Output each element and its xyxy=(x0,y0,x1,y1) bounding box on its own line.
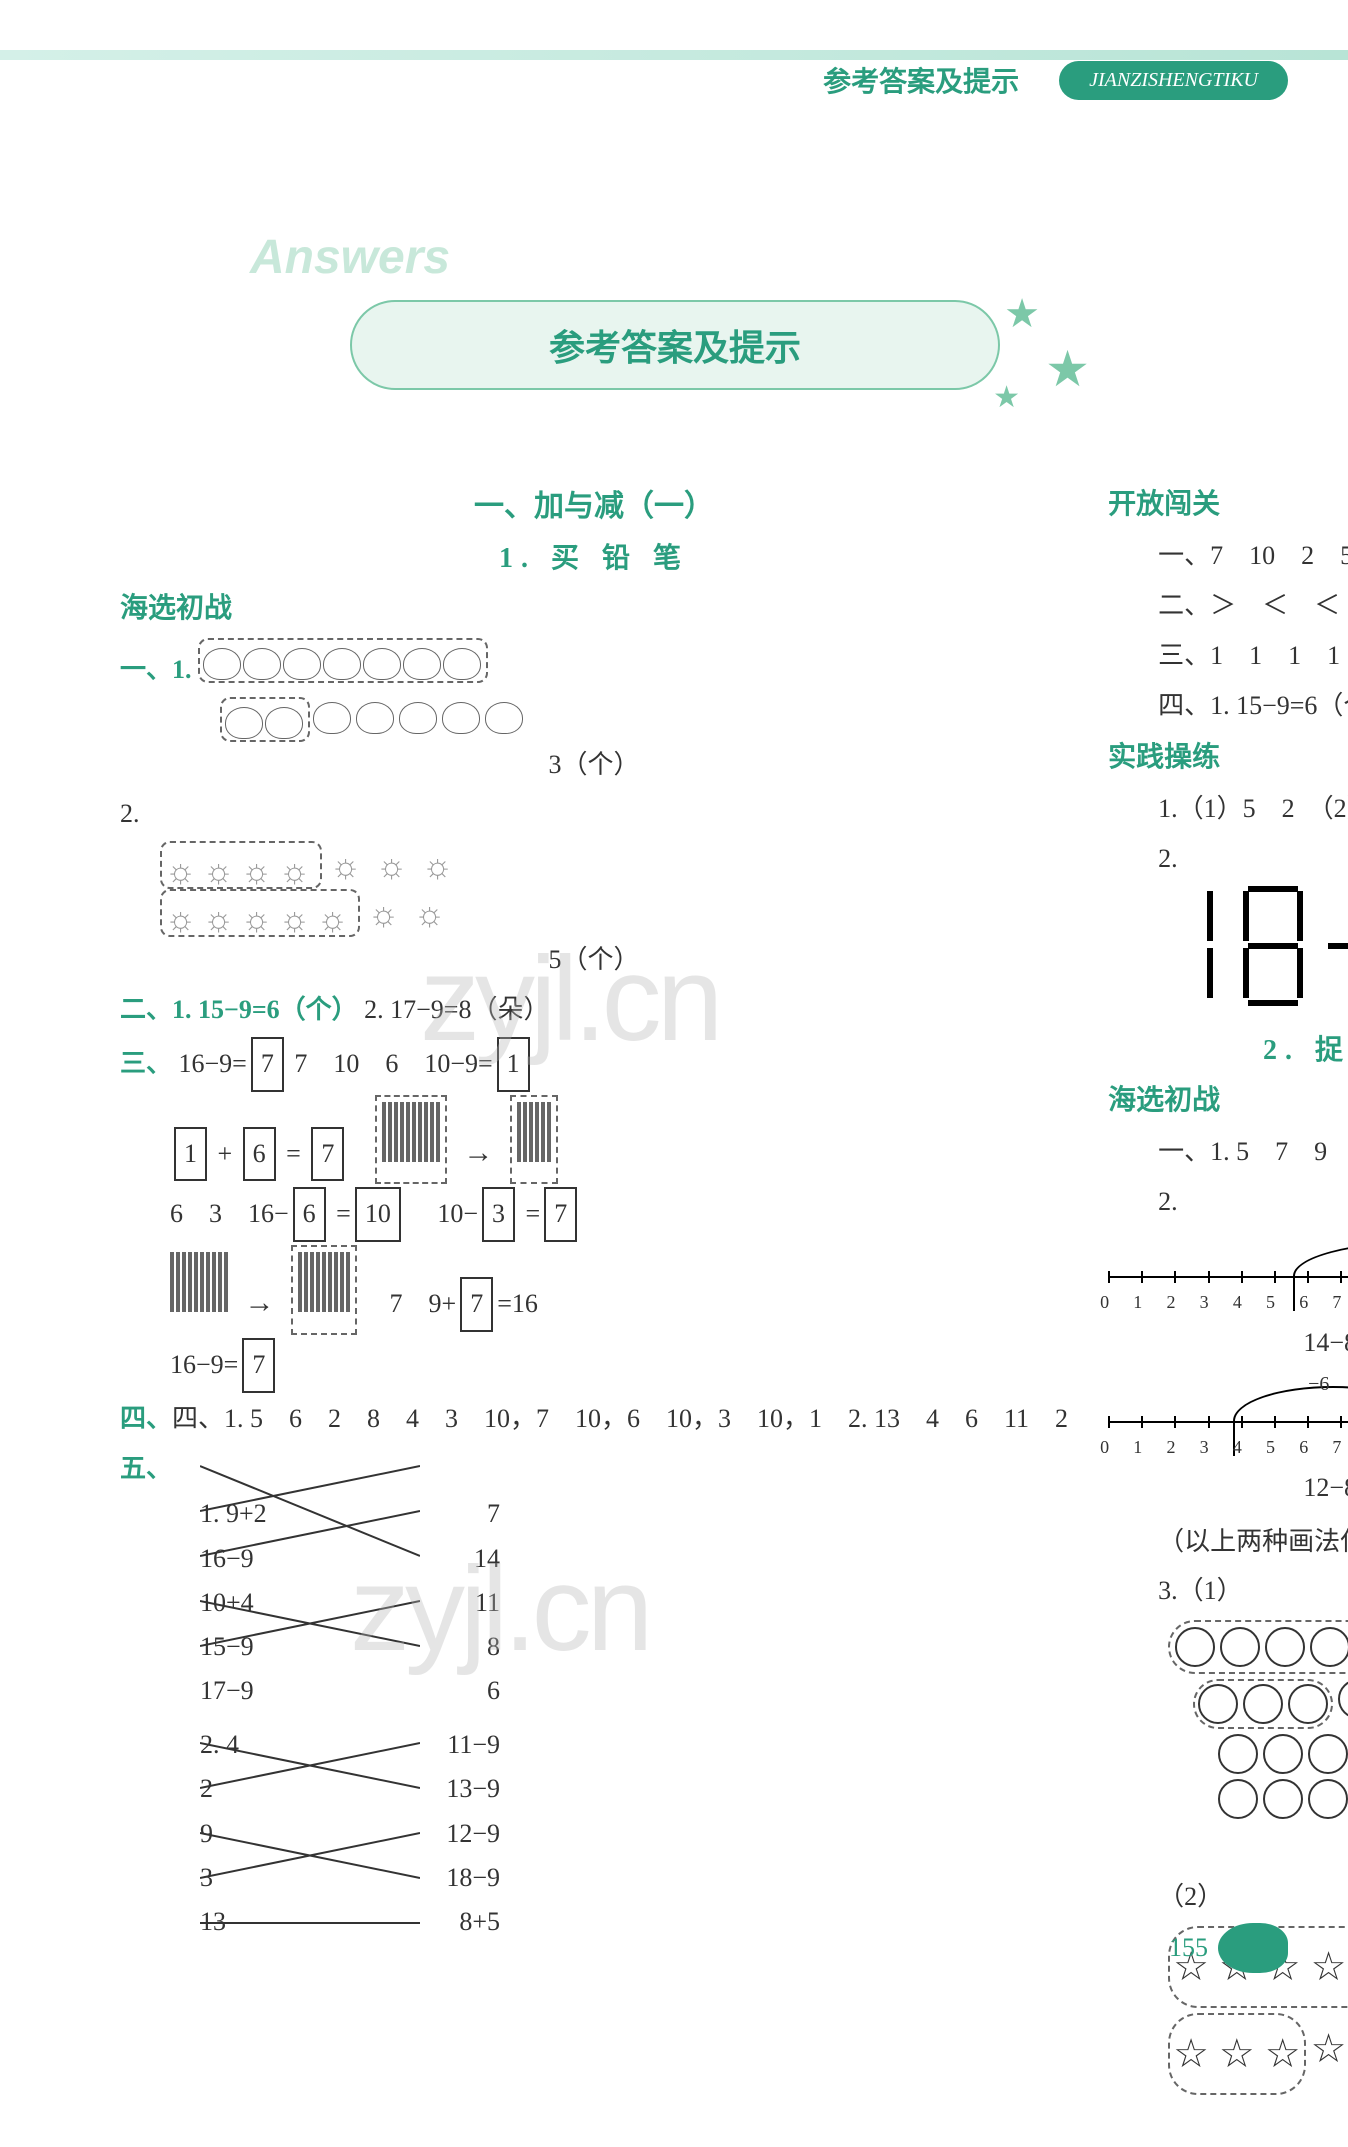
minus-sign xyxy=(1328,943,1348,949)
r2: 二、＞ ＜ ＜ ＞ ＜ ＝ xyxy=(1158,583,1348,630)
nl-note: （以上两种画法任意一种即可） xyxy=(1158,1519,1348,1566)
star-icon: ★ xyxy=(1004,290,1040,337)
h3-2ans: 3 xyxy=(1108,2100,1348,2147)
topic2: 2. 捉 迷 藏 xyxy=(1108,1026,1348,1076)
right-column: 开放闯关 一、7 10 2 5 3 9 6 4 二、＞ ＜ ＜ ＞ ＜ ＝ 三、… xyxy=(1108,480,1348,2147)
section-haixuan2: 海选初战 xyxy=(1108,1076,1348,1126)
r3: 三、1 1 1 1 1 1 xyxy=(1158,633,1348,680)
header-badge: JIANZISHENGTIKU xyxy=(1059,61,1288,100)
nl1-eq: 14−8=6 xyxy=(1108,1316,1348,1371)
nl2-eq: 12−8=4 xyxy=(1108,1461,1348,1516)
q21: 二、1. 15−9=6（个） xyxy=(120,995,358,1024)
peach-group xyxy=(198,638,488,683)
q2-line: 二、1. 15−9=6（个） 2. 17−9=8（朵） xyxy=(120,987,1068,1034)
q2-label: 2. xyxy=(120,799,140,828)
q3-5: 16−9=7 xyxy=(170,1338,1068,1393)
sun-row1 xyxy=(160,841,1068,889)
star-icon: ★ xyxy=(1045,340,1090,398)
topic-title: 1. 买 铅 笔 xyxy=(120,534,1068,584)
s2: 2. xyxy=(1158,836,1348,883)
q3-3: 6 3 16−6 =10 10−3 =7 xyxy=(170,1187,1068,1242)
r4: 四、1. 15−9=6（个） 2. 18−9=9（人） xyxy=(1158,683,1348,730)
q2: 2. xyxy=(120,791,1068,838)
q1: 一、1. xyxy=(120,638,1068,694)
q5-match2: 2. 411−9 213−9 912−9 318−9 138+5 xyxy=(120,1723,1068,1944)
q1-answer: 3（个） xyxy=(120,742,1068,789)
number-line-2: −6 −2 0123456789101112131415 xyxy=(1108,1381,1348,1451)
chapter-title: 一、加与减（一） xyxy=(120,480,1068,534)
circles-1 xyxy=(1168,1620,1348,1819)
h2: 2. xyxy=(1158,1179,1348,1226)
h3-2: （2） xyxy=(1158,1874,1348,1921)
r1: 一、7 10 2 5 3 9 6 4 xyxy=(1158,533,1348,580)
h3: 3.（1） xyxy=(1158,1568,1348,1615)
page-number: 155 xyxy=(1169,1933,1208,1963)
answers-english: Answers xyxy=(250,230,450,285)
left-column: 一、加与减（一） 1. 买 铅 笔 海选初战 一、1. 3（个） 2. 5（个） xyxy=(120,480,1068,2147)
sun-row2 xyxy=(160,889,1068,937)
section-shijian: 实践操练 xyxy=(1108,733,1348,783)
q5-match1: 五、 1. 9+27 16−914 10+411 15−98 17−96 xyxy=(120,1446,1068,1714)
star-icon: ★ xyxy=(993,380,1020,415)
content-area: 一、加与减（一） 1. 买 铅 笔 海选初战 一、1. 3（个） 2. 5（个） xyxy=(120,480,1228,2147)
digit-1 xyxy=(1148,886,1218,1006)
s1: 1.（1）5 2 （2）16 6 xyxy=(1158,786,1348,833)
title-banner: Answers 参考答案及提示 ★ ★ ★ xyxy=(250,270,1100,400)
peach-row2 xyxy=(220,697,1068,742)
number-line-1: −8 0123456789101112131415 xyxy=(1108,1236,1348,1306)
h3-ans: 7 xyxy=(1108,1824,1348,1871)
q1-label: 一、1. xyxy=(120,655,192,684)
digit-8 xyxy=(1238,886,1308,1006)
matchstick-equation xyxy=(1148,886,1348,1006)
q3-sticks1: 1 + 6 = 7 → xyxy=(170,1095,1068,1185)
q3-sticks2: → 7 9+7=16 xyxy=(170,1245,1068,1335)
banner-title: 参考答案及提示 xyxy=(549,319,801,371)
q4: 四、四、1. 5 6 2 8 4 3 10，7 10，6 10，3 10，1 2… xyxy=(120,1396,1068,1443)
section-haixuan: 海选初战 xyxy=(120,584,1068,634)
banner-cloud: 参考答案及提示 xyxy=(350,300,1000,390)
q22: 2. 17−9=8（朵） xyxy=(364,995,549,1024)
q3-1: 三、 16−9=7 7 10 6 10−9=1 xyxy=(120,1037,1068,1092)
section-kaifang: 开放闯关 xyxy=(1108,480,1348,530)
top-header: 参考答案及提示 JIANZISHENGTIKU xyxy=(60,50,1288,110)
h1: 一、1. 5 7 9 10 4 6 8 xyxy=(1158,1129,1348,1176)
whale-icon xyxy=(1218,1923,1288,1973)
header-title: 参考答案及提示 xyxy=(823,60,1019,100)
